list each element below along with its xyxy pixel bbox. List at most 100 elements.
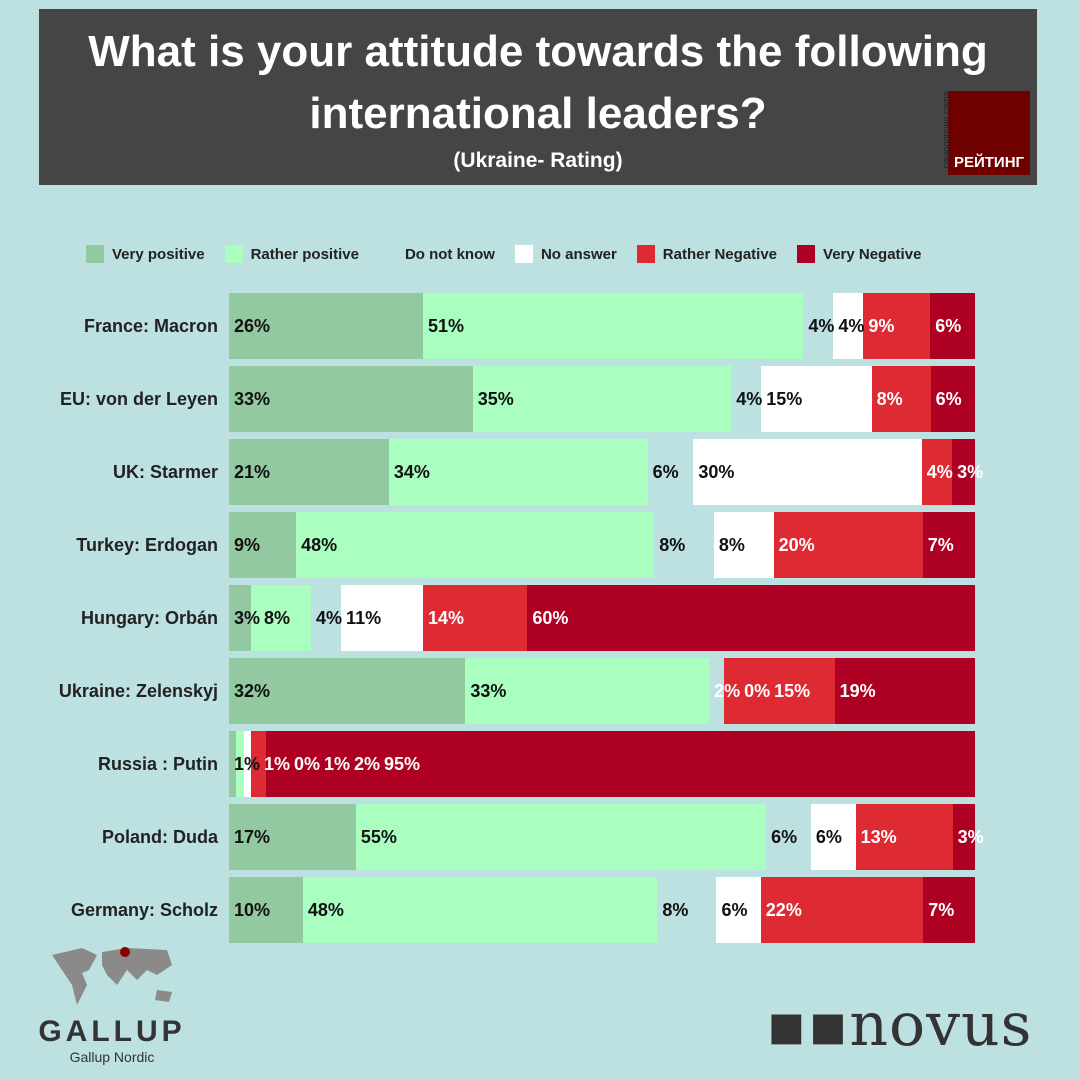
category-label: Ukraine: Zelenskyj: [58, 681, 218, 701]
data-label: 30%: [698, 462, 735, 482]
bar-segment-rather-negative: [760, 877, 924, 943]
data-label: 3%: [957, 827, 984, 847]
data-label: 3%: [234, 608, 261, 628]
rating-logo-text: РЕЙТИНГ: [953, 154, 1025, 171]
stacked-bar: [229, 658, 975, 724]
novus-logo: ▪▪NOVUS: [766, 990, 1032, 1060]
chart-row: Poland: Duda 17% 55% 6% 6% 13% 3%: [0, 804, 1080, 870]
legend: Very positive Rather positive Do not know N…: [86, 245, 941, 263]
stacked-bar: [229, 293, 975, 359]
gallup-sub: Gallup Nordic: [69, 1049, 155, 1065]
bar-segment-rather-negative: [723, 658, 835, 724]
legend-swatch: [378, 245, 397, 263]
chart-row: Ukraine: Zelenskyj 32% 33% 2% 0% 15% 19%: [0, 658, 1080, 724]
category-label: Hungary: Orbán: [80, 608, 218, 628]
legend-label: Do not know: [404, 245, 495, 263]
chart-row: UK: Starmer 21% 34% 6% 30% 4% 3%: [0, 439, 1080, 505]
bar-segment-very-positive: [229, 658, 466, 724]
data-label: 8%: [659, 535, 686, 555]
data-label: 21%: [234, 462, 271, 482]
data-label: 2%: [354, 754, 381, 774]
legend-item: Very Negative: [797, 245, 921, 263]
title-line-1: What is your attitude towards the follow…: [88, 27, 988, 76]
legend-item: Rather positive: [224, 245, 359, 263]
data-label: 6%: [935, 389, 962, 409]
data-label: 0%: [294, 754, 321, 774]
data-label: 15%: [766, 389, 803, 409]
data-label: 7%: [928, 900, 955, 920]
bar-segment-no-answer: [760, 366, 872, 432]
data-label: 11%: [346, 608, 382, 628]
bar-segment-very-negative: [930, 293, 975, 359]
data-label: 8%: [718, 535, 745, 555]
bar-segment-rather-positive: [355, 804, 767, 870]
category-label: Russia : Putin: [97, 754, 218, 774]
data-label: 6%: [771, 827, 798, 847]
bar-segment-rather-negative: [863, 293, 931, 359]
category-label: Poland: Duda: [102, 827, 218, 847]
legend-item: Rather Negative: [636, 245, 777, 263]
data-label: 4%: [926, 462, 953, 482]
bar-segment-no-answer: [693, 439, 922, 505]
data-label: 9%: [234, 535, 261, 555]
data-label: 60%: [532, 608, 569, 628]
chart-title: What is your attitude towards the follow…: [39, 21, 1037, 145]
header: What is your attitude towards the follow…: [39, 9, 1037, 185]
data-label: 22%: [765, 900, 802, 920]
data-label: 15%: [774, 681, 811, 701]
bar-segment-no-answer: [713, 512, 774, 578]
legend-swatch: [224, 245, 243, 263]
legend-item: No answer: [514, 245, 617, 263]
bar-segment-very-positive: [229, 439, 389, 505]
bar-segment-very-negative: [527, 585, 975, 651]
data-label: 33%: [234, 389, 271, 409]
data-label: 34%: [393, 462, 430, 482]
bar-segment-rather-negative: [855, 804, 953, 870]
bar-segment-rather-negative: [422, 585, 528, 651]
bar-segment-rather-positive: [296, 512, 655, 578]
data-label: 8%: [876, 389, 903, 409]
data-label: 8%: [662, 900, 689, 920]
category-label: Germany: Scholz: [70, 900, 218, 920]
stacked-bar: [229, 439, 975, 505]
bar-segment-very-negative: [266, 731, 975, 797]
data-label: 32%: [234, 681, 271, 701]
bar-segment-no-answer: [243, 731, 252, 797]
legend-swatch: [797, 245, 816, 263]
stacked-bar: [229, 731, 975, 797]
data-label: 3%: [957, 462, 984, 482]
bar-segment-no-answer: [833, 293, 864, 359]
bar-segment-very-positive: [229, 877, 303, 943]
data-label: 13%: [860, 827, 897, 847]
bar-segment-very-positive: [229, 731, 237, 797]
data-label: 6%: [652, 462, 679, 482]
bar-segment-no-answer: [810, 804, 856, 870]
bar-segment-rather-negative: [773, 512, 923, 578]
data-label: 1%: [234, 754, 261, 774]
category-label: Turkey: Erdogan: [76, 535, 218, 555]
category-label: UK: Starmer: [112, 462, 218, 482]
bar-segment-rather-positive: [236, 731, 244, 797]
bar-segment-very-positive: [229, 512, 297, 578]
chart-row: Hungary: Orbán 3% 8% 4% 11% 14% 60%: [0, 585, 1080, 651]
bar-segment-very-positive: [229, 804, 356, 870]
data-label: 4%: [838, 316, 865, 336]
data-label: 9%: [868, 316, 895, 336]
bar-segment-rather-positive: [302, 877, 658, 943]
chart-row: Turkey: Erdogan 9% 48% 8% 8% 20% 7%: [0, 512, 1080, 578]
stacked-bar: [229, 877, 975, 943]
data-label: 95%: [384, 754, 421, 774]
data-label: 14%: [427, 608, 464, 628]
legend-swatch: [514, 245, 533, 263]
bar-segment-rather-positive: [472, 366, 732, 432]
stacked-bar: [229, 366, 975, 432]
data-label: 48%: [301, 535, 338, 555]
data-label: 26%: [234, 316, 271, 336]
bar-segment-very-negative: [952, 439, 975, 505]
stacked-bar: [229, 585, 975, 651]
bar-segment-very-negative: [952, 804, 975, 870]
chart-row: EU: von der Leyen 33% 35% 4% 15% 8% 6%: [0, 366, 1080, 432]
chart-subtitle: (Ukraine- Rating): [453, 149, 623, 172]
data-label: 17%: [234, 827, 271, 847]
data-label: 1%: [324, 754, 351, 774]
